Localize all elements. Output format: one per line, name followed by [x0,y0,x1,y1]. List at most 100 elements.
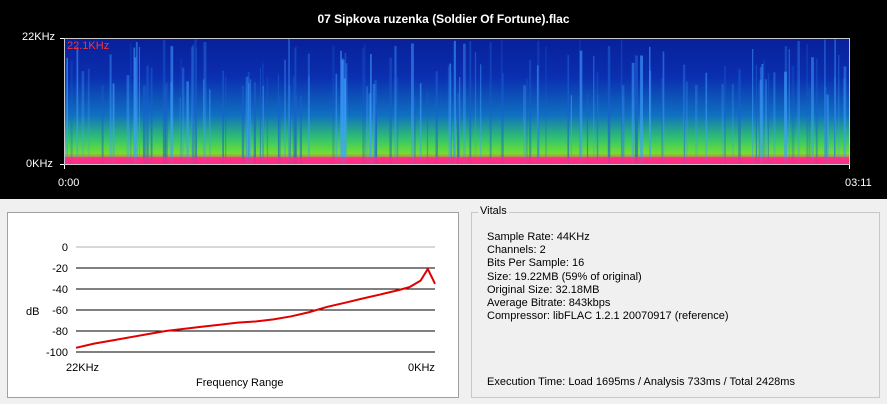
spectrogram-streak [649,70,652,164]
spectrogram-streak [752,49,754,164]
spectrogram-streak [247,71,250,164]
spectrogram-streak [266,76,269,164]
spectrogram-streak [500,40,503,164]
spectrogram-streak [767,73,769,164]
spectrogram-streak [808,87,811,164]
spectrogram-streak [375,88,378,164]
y-axis-label: dB [26,306,39,318]
spectrogram-streak [797,41,800,164]
frequency-response-line [75,266,436,349]
vitals-title: Vitals [478,205,509,217]
spectrogram-streak [135,41,138,164]
spectrogram-streak [332,45,335,164]
spectrogram-streak [170,46,174,164]
spectrogram-streak [368,93,371,164]
spectrogram-streak [363,44,366,164]
tick-end [849,165,850,169]
spectrogram-streak [259,68,261,164]
frequency-chart-svg: 0 -20 -40 -60 -80 -100 dB 22KHz 0KHz Frequenc… [26,242,436,389]
spectrogram-streak [112,83,115,164]
spectrogram-streak [773,72,776,164]
spectrogram-streak [190,47,194,164]
freq-top-label: 22KHz [22,31,56,43]
frequency-chart: 0 -20 -40 -60 -80 -100 dB 22KHz 0KHz Frequenc… [7,212,459,398]
spectrogram-streak [372,84,376,164]
spectrogram-streak [138,47,140,164]
spectrogram-streak [523,85,526,164]
y-tick-label: -20 [52,263,68,275]
tick-start [64,165,65,169]
spectrogram-streak [253,82,256,164]
tick-bottom [60,164,64,165]
spectrogram-streak [203,42,207,164]
spectrogram-streak [370,54,372,164]
spectrogram-streak [453,40,456,164]
vital-average-bitrate: Average Bitrate: 843kbps [487,297,611,310]
vital-channels: Channels: 2 [487,244,546,257]
spectrogram-streak [308,75,310,164]
spectrogram-streak [824,86,828,164]
spectrogram-streak [341,59,345,164]
spectrogram-streak [209,89,211,164]
spectrogram-streak [620,39,623,164]
spectrogram-streak [474,52,477,164]
spectrogram-streak [806,44,808,164]
spectrogram-streak [277,74,279,164]
spectrogram-streak [76,46,79,164]
spectrogram-streak [343,78,346,164]
spectrogram-streak [529,59,532,164]
spectrogram-streak [299,95,302,164]
spectrogram-streak [661,78,663,164]
spectrogram-streak [186,81,189,164]
spectrogram-streak [838,54,840,164]
spectrogram-streak [596,71,599,164]
spectrogram-streak [288,85,291,164]
spectrogram-streak [284,59,286,164]
spectrogram-streak [738,69,741,164]
spectrogram-streak [758,82,760,164]
vital-size: Size: 19.22MB (59% of original) [487,270,642,283]
spectrogram-streak [634,55,638,164]
spectrogram-streak [195,47,197,164]
spectrogram-streak [435,71,438,164]
spectrogram-streak [536,65,539,164]
spectrogram-streak [457,93,460,164]
spectrogram-streak [761,63,764,164]
spectrogram-streak [525,78,528,164]
spectrogram-streak [545,46,547,164]
vitals-list: Sample Rate: 44KHz Channels: 2 Bits Per … [487,231,729,323]
spectrogram-streak [721,83,724,164]
y-tick-label: -60 [52,305,68,317]
spectrogram-streak [191,44,195,164]
y-tick-label: -80 [52,326,68,338]
y-tick-label: 0 [62,242,68,254]
spectrogram-streak [262,85,264,164]
spectrogram-streak [294,48,296,164]
spectrogram-streak [759,79,763,164]
spectrogram-streak [307,53,310,164]
spectrogram-streak [288,39,290,164]
spectrogram-streak [788,49,790,164]
spectrogram-streak [537,40,540,164]
spectrogram-streak [162,39,166,164]
spectrogram-streak [126,75,130,164]
spectrogram-streak [130,43,132,164]
vital-sample-rate: Sample Rate: 44KHz [487,231,590,243]
spectrogram-streak [262,63,264,164]
spectrogram-streak [142,85,146,164]
spectrogram-streak [419,83,422,164]
spectrogram-streak [222,70,224,164]
execution-time: Execution Time: Load 1695ms / Analysis 7… [487,376,795,388]
spectrogram-streak [249,79,252,164]
spectrogram-streak [662,51,665,164]
spectrogram-streak [731,84,734,164]
spectrogram-streak [593,55,595,164]
spectrogram-streak [469,41,472,164]
nyquist-frequency-label: 22.1KHz [67,40,110,52]
spectrogram-streak [426,90,429,164]
spectrogram-streak [695,84,698,164]
spectrogram-streak [621,85,625,164]
spectrogram-streak [294,96,298,164]
spectrogram-streak [705,72,708,164]
spectrogram-streak [683,98,686,164]
